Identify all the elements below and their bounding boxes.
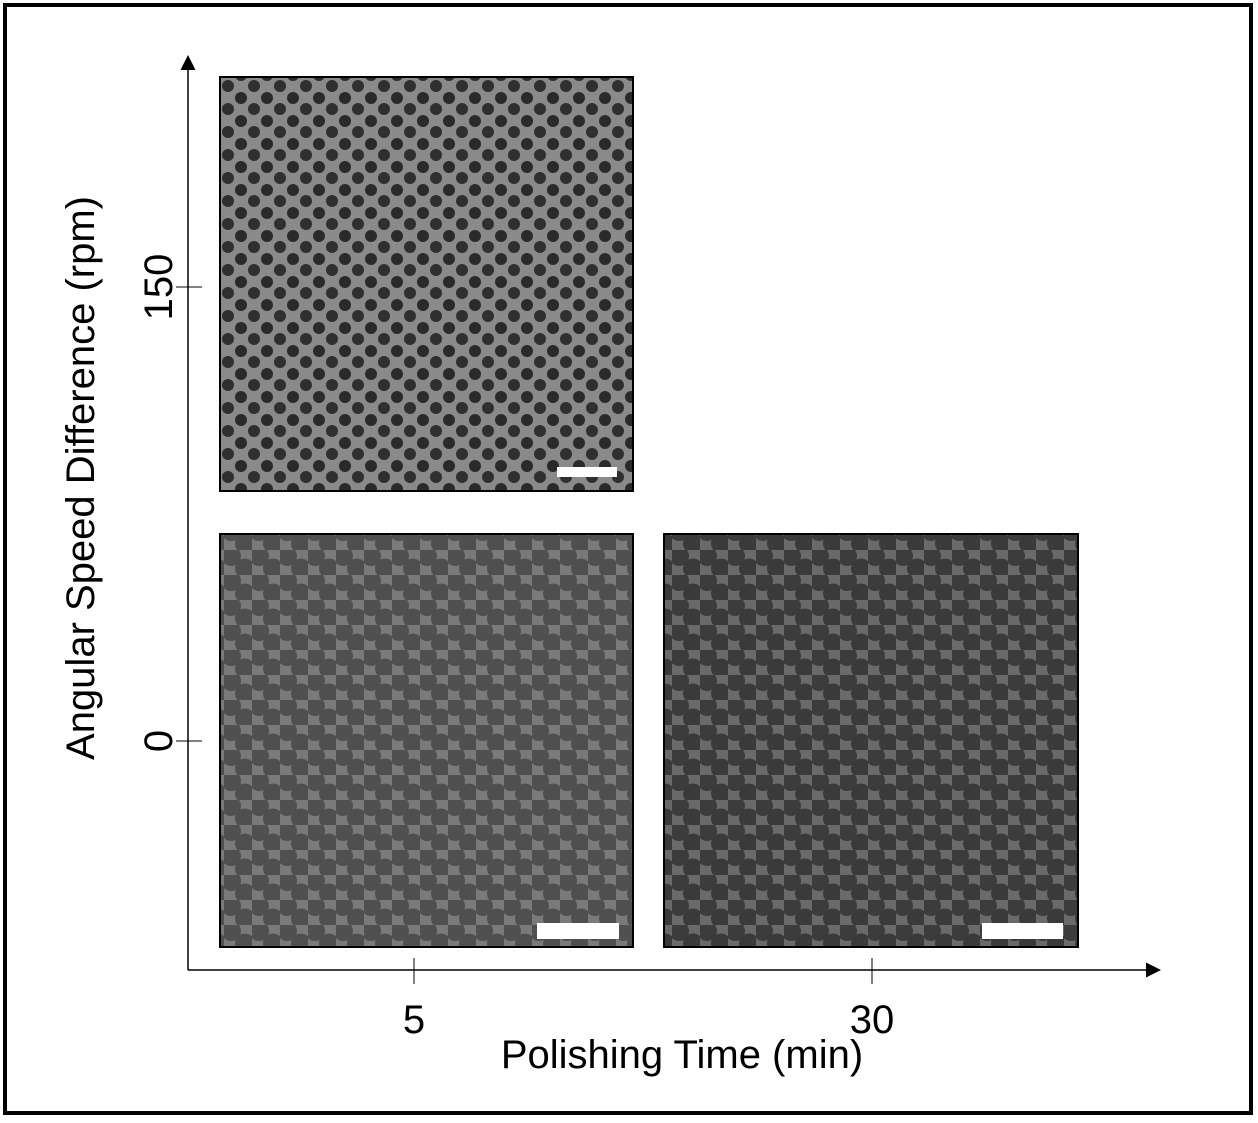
- scale-bar: [557, 467, 617, 477]
- x-tick-label: 30: [850, 998, 895, 1042]
- x-tick-label: 5: [403, 998, 425, 1042]
- y-axis-label: Angular Speed Difference (rpm): [59, 196, 103, 760]
- sem-image: [219, 533, 634, 948]
- sem-image: [219, 76, 634, 492]
- scale-bar: [982, 923, 1063, 939]
- scale-bar: [537, 923, 619, 939]
- frame: [3, 3, 1253, 1115]
- y-tick-label: 150: [137, 254, 181, 321]
- sem-image: [663, 533, 1079, 948]
- x-axis-label: Polishing Time (min): [501, 1033, 863, 1077]
- y-tick-label: 0: [137, 730, 181, 752]
